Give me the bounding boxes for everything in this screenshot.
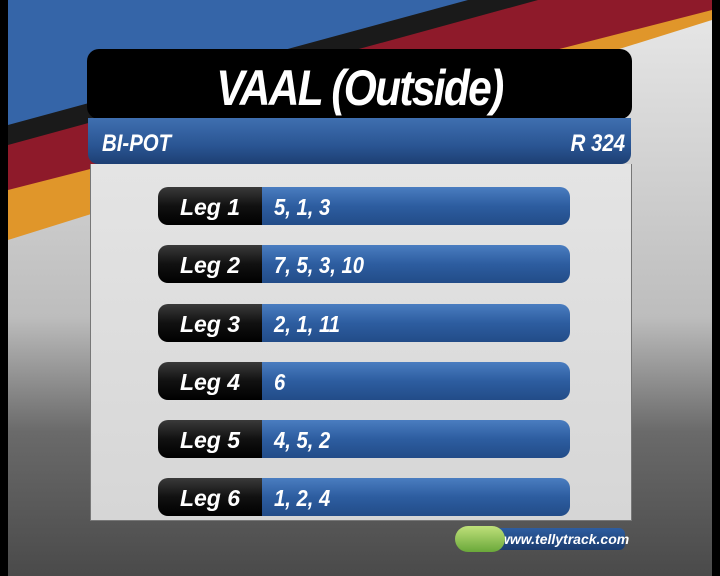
leg-selections-text: 1, 2, 4	[274, 485, 331, 511]
leg-label: Leg 6	[158, 478, 262, 516]
tellytrack-badge-icon	[455, 526, 505, 552]
leg-selections: 1, 2, 4	[262, 478, 570, 516]
leg-selections-text: 4, 5, 2	[274, 427, 331, 453]
leg-label: Leg 3	[158, 304, 262, 342]
leg-row: Leg 4 6	[158, 362, 570, 400]
website-url: www.tellytrack.com	[499, 528, 629, 550]
leg-label: Leg 4	[158, 362, 262, 400]
leg-row: Leg 1 5, 1, 3	[158, 187, 570, 225]
page-title: VAAL (Outside)	[87, 49, 632, 119]
leg-selections: 4, 5, 2	[262, 420, 570, 458]
leg-row: Leg 2 7, 5, 3, 10	[158, 245, 570, 283]
leg-selections: 6	[262, 362, 570, 400]
leg-label: Leg 5	[158, 420, 262, 458]
leg-row: Leg 5 4, 5, 2	[158, 420, 570, 458]
tellytrack-logo: www.tellytrack.com	[455, 526, 629, 552]
pool-amount: R 324	[570, 130, 625, 157]
leg-selections: 5, 1, 3	[262, 187, 570, 225]
leg-selections-text: 7, 5, 3, 10	[274, 252, 365, 278]
leg-selections-text: 5, 1, 3	[274, 194, 331, 220]
title-text: VAAL (Outside)	[216, 60, 504, 116]
leg-selections: 7, 5, 3, 10	[262, 245, 570, 283]
leg-selections-text: 2, 1, 11	[274, 311, 341, 337]
leg-label: Leg 1	[158, 187, 262, 225]
leg-row: Leg 3 2, 1, 11	[158, 304, 570, 342]
leg-row: Leg 6 1, 2, 4	[158, 478, 570, 516]
leg-selections-text: 6	[274, 369, 286, 395]
pool-name: BI-POT	[102, 130, 172, 157]
pool-bar: BI-POT R 324	[88, 118, 631, 164]
leg-selections: 2, 1, 11	[262, 304, 570, 342]
leg-label: Leg 2	[158, 245, 262, 283]
